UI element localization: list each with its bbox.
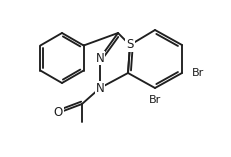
Text: Br: Br — [149, 95, 161, 105]
Text: O: O — [53, 106, 63, 119]
Text: N: N — [96, 51, 104, 65]
Text: Br: Br — [192, 68, 204, 78]
Text: N: N — [96, 81, 104, 95]
Text: S: S — [126, 38, 134, 51]
